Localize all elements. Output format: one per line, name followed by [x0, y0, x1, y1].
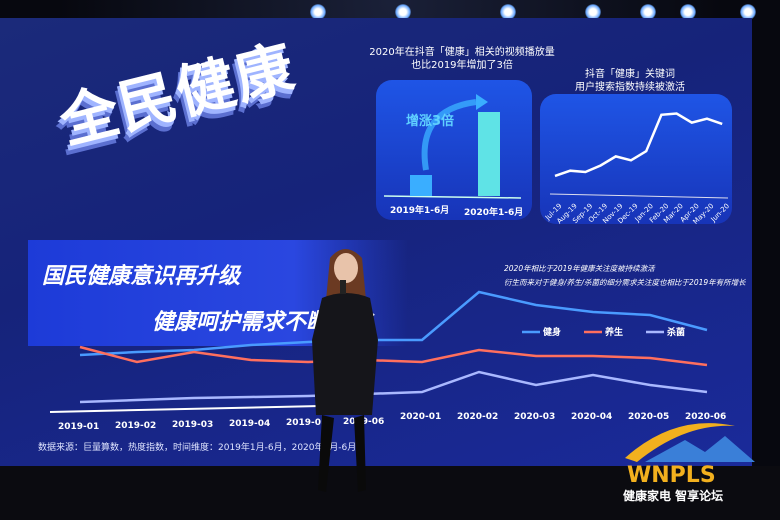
trend-caption: 抖音「健康」关键词 用户搜索指数持续被激活 — [560, 68, 700, 94]
stage-light — [680, 4, 696, 20]
microphone-icon — [340, 280, 346, 294]
main-tick-label: 2020-01 — [400, 412, 442, 422]
stage-light — [500, 4, 516, 20]
stage-light — [310, 4, 326, 20]
series-line-养生 — [79, 345, 708, 367]
main-tick-label: 2020-06 — [685, 412, 727, 422]
bar — [410, 175, 432, 196]
main-note: 2020年相比于2019年健康关注度被持续激活 衍生而来对于健身/养生/杀菌的细… — [504, 262, 746, 290]
stage-light — [740, 4, 756, 20]
bar-chart — [383, 94, 522, 199]
logo-text: WNPLS — [627, 463, 716, 488]
stage-light — [395, 4, 411, 20]
wnpls-logo: WNPLS 健康家电 智享论坛 — [623, 423, 755, 503]
presenter — [312, 249, 378, 492]
trend-line — [554, 112, 723, 178]
series-line-杀菌 — [79, 370, 708, 404]
main-note-line2: 衍生而来对于健身/养生/杀菌的细分需求关注度也相比于2019年有所增长 — [504, 278, 746, 287]
logo-subtitle: 健康家电 智享论坛 — [623, 488, 723, 503]
trend-panel: Jul-19 Aug-19 Sep-19 Oct-19 Nov-19 Dec-19 Jan-… — [540, 94, 732, 226]
main-axis — [49, 405, 321, 413]
main-tick-label: 2020-02 — [457, 412, 499, 422]
data-source: 数据来源：巨量算数，热度指数，时间维度：2019年1月-6月，2020年1月-6… — [38, 443, 357, 453]
main-tick-label: 2020-04 — [571, 412, 613, 422]
bar — [478, 112, 500, 196]
trend-chart — [549, 112, 729, 199]
main-tick-label: 2019-05 — [286, 418, 328, 428]
main-tick-label: 2019-02 — [115, 421, 157, 431]
growth-arrow-icon — [421, 99, 477, 171]
stage-floor — [0, 466, 780, 520]
legend-label: 养生 — [604, 326, 623, 338]
main-tick-label: 2019-01 — [58, 422, 100, 432]
stage-light — [585, 4, 601, 20]
main-line-chart: 健身 养生 杀菌 — [49, 290, 708, 413]
main-tick-label: 2020-05 — [628, 412, 670, 422]
bar-caption-line2: 也比2019年增加了3倍 — [411, 60, 513, 71]
legend-label: 健身 — [543, 326, 561, 338]
bar-axis — [383, 195, 522, 199]
main-tick-label: 2020-03 — [514, 412, 556, 422]
bar-caption: 2020年在抖音「健康」相关的视频播放量 也比2019年增加了3倍 — [362, 46, 562, 72]
main-note-line1: 2020年相比于2019年健康关注度被持续激活 — [504, 264, 655, 273]
legend-label: 杀菌 — [667, 326, 685, 338]
trend-axis — [549, 193, 729, 199]
trend-caption-line1: 抖音「健康」关键词 — [585, 69, 675, 80]
bar-caption-line1: 2020年在抖音「健康」相关的视频播放量 — [369, 47, 555, 58]
arrow-head-icon — [476, 94, 488, 110]
growth-annotation: 增涨3倍 — [406, 114, 455, 129]
bar-panel: 增涨3倍 2019年1-6月 2020年1-6月 — [376, 80, 532, 220]
bar-label: 2020年1-6月 — [464, 208, 524, 218]
main-tick-label: 2019-03 — [172, 420, 214, 430]
stage-light — [640, 4, 656, 20]
series-line-健身 — [79, 290, 708, 357]
bar-label: 2019年1-6月 — [390, 206, 450, 216]
stage-lights — [300, 0, 780, 40]
main-tick-label: 2019-04 — [229, 419, 271, 429]
trend-caption-line2: 用户搜索指数持续被激活 — [575, 82, 685, 93]
banner-line1: 国民健康意识再升级 — [42, 264, 241, 289]
